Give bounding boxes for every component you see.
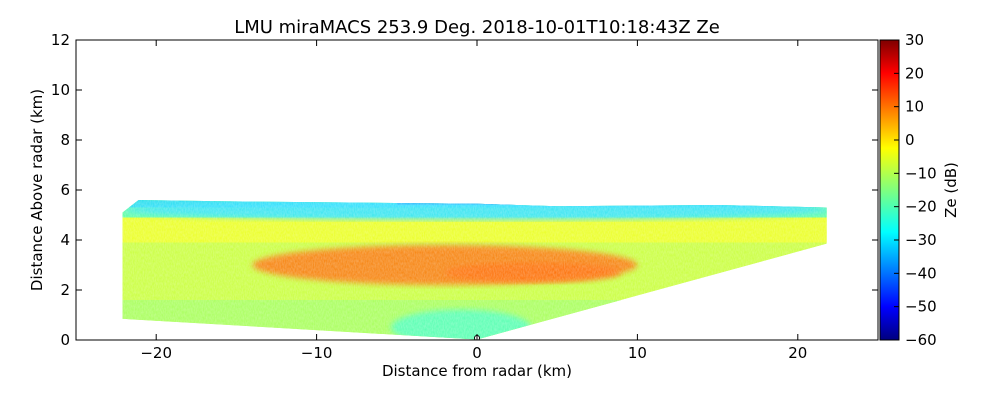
- reflectivity-field: [122, 200, 827, 340]
- colorbar-tick-label: −10: [905, 164, 937, 182]
- reflectivity-layers: [122, 200, 827, 340]
- x-axis-title: Distance from radar (km): [382, 362, 572, 380]
- colorbar-tick-label: 0: [905, 131, 915, 149]
- y-tick-label: 4: [60, 231, 70, 249]
- colorbar-tick-label: −30: [905, 231, 937, 249]
- x-tick-label: 0: [472, 344, 482, 362]
- y-tick-label: 12: [51, 31, 70, 49]
- y-tick-label: 6: [60, 181, 70, 199]
- colorbar-tick-label: −20: [905, 198, 937, 216]
- colorbar-label: Ze (dB): [942, 162, 960, 218]
- y-axis-title: Distance Above radar (km): [28, 89, 46, 291]
- x-tick-label: −10: [301, 344, 333, 362]
- colorbar-tick-label: −40: [905, 264, 937, 282]
- x-tick-label: 10: [628, 344, 647, 362]
- chart-title: LMU miraMACS 253.9 Deg. 2018-10-01T10:18…: [234, 17, 720, 38]
- x-axis: −20 −10 0 10 20: [140, 40, 807, 362]
- colorbar-tick-label: 10: [905, 98, 924, 116]
- colorbar-tick-label: 30: [905, 31, 924, 49]
- colorbar-tick-label: −50: [905, 298, 937, 316]
- y-axis: 0 2 4 6 8 10 12: [51, 31, 878, 349]
- colorbar-tick-label: −60: [905, 331, 937, 349]
- x-tick-label: −20: [140, 344, 172, 362]
- echo-texture: [122, 200, 827, 340]
- colorbar-axis: 30 20 10 0 −10 −20 −30 −40 −50 −60: [894, 31, 937, 349]
- y-tick-label: 8: [60, 131, 70, 149]
- y-tick-label: 2: [60, 281, 70, 299]
- colorbar: [879, 39, 900, 341]
- y-tick-label: 0: [60, 331, 70, 349]
- colorbar-tick-label: 20: [905, 64, 924, 82]
- plot-area: [122, 200, 827, 340]
- y-tick-label: 10: [51, 81, 70, 99]
- x-tick-label: 20: [788, 344, 807, 362]
